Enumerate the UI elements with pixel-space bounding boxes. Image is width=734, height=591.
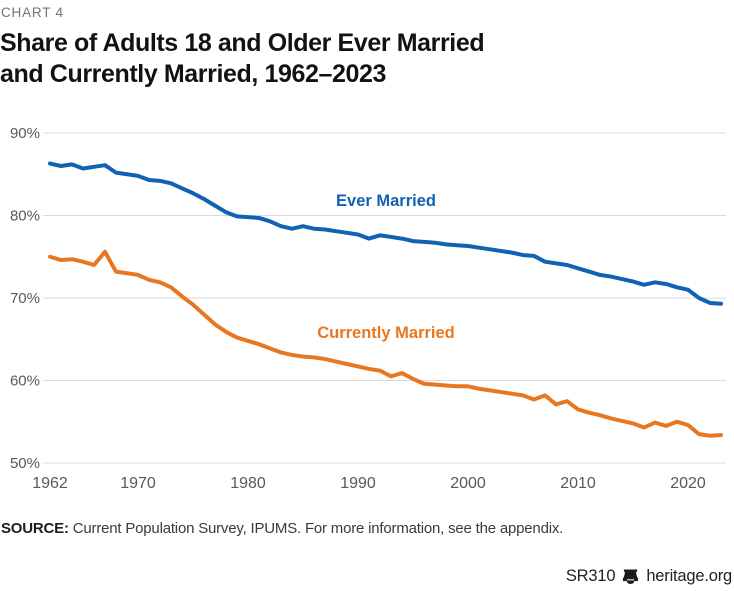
footer-brand: SR310 heritage.org <box>566 567 732 586</box>
chart-title-line-1: Share of Adults 18 and Older Ever Marrie… <box>0 29 485 57</box>
source-note: SOURCE: Current Population Survey, IPUMS… <box>1 520 563 537</box>
series-line-currently-married <box>48 249 723 438</box>
x-tick-label: 2010 <box>560 475 596 492</box>
x-tick-label: 1980 <box>230 475 266 492</box>
y-tick-label: 90% <box>10 125 40 142</box>
x-tick-label: 2000 <box>450 475 486 492</box>
x-tick-label: 1962 <box>32 475 68 492</box>
x-tick-label: 1970 <box>120 475 156 492</box>
chart-number-kicker: CHART 4 <box>1 5 64 20</box>
source-label: SOURCE: <box>1 520 69 537</box>
series-line-ever-married <box>48 161 723 306</box>
y-tick-label: 50% <box>10 455 40 472</box>
y-tick-label: 60% <box>10 373 40 390</box>
chart-title: Share of Adults 18 and Older Ever Marrie… <box>0 28 485 90</box>
liberty-bell-icon <box>623 569 639 584</box>
report-id: SR310 <box>565 567 616 585</box>
x-tick-label: 1990 <box>340 475 376 492</box>
series-label-ever-married: Ever Married <box>336 192 436 210</box>
y-tick-label: 70% <box>10 290 40 307</box>
y-tick-label: 80% <box>10 208 40 225</box>
source-text: Current Population Survey, IPUMS. For mo… <box>68 520 564 537</box>
chart-title-line-2: and Currently Married, 1962–2023 <box>0 60 387 88</box>
x-tick-label: 2020 <box>670 475 706 492</box>
site-name: heritage.org <box>646 567 732 585</box>
series-label-currently-married: Currently Married <box>317 324 455 342</box>
